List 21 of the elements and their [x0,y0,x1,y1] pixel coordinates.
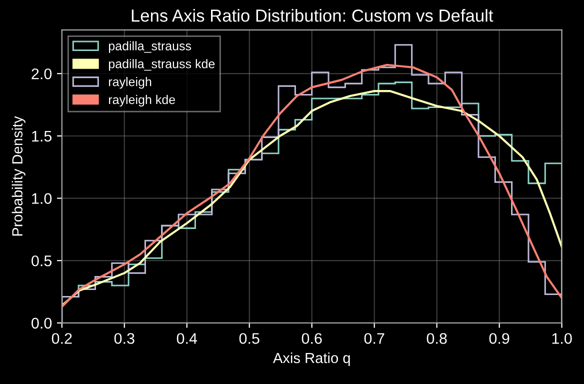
x-tick-label: 0.2 [52,333,72,344]
x-tick-label: 0.6 [302,333,322,344]
chart-title: Lens Axis Ratio Distribution: Custom vs Default [132,9,494,22]
y-tick-label: 0.0 [32,318,52,329]
y-tick-label: 1.0 [32,193,52,204]
y-tick-label: 1.5 [32,130,52,142]
x-tick-label: 0.5 [239,333,260,344]
x-tick-label: 0.4 [176,333,198,344]
legend-label: rayleigh kde [108,94,175,107]
x-tick-label: 0.3 [114,333,134,344]
y-tick-label: 0.5 [32,255,52,266]
y-tick-label: 2.0 [32,68,52,80]
x-tick-label: 0.8 [426,333,447,344]
x-tick-label: 0.9 [489,333,510,344]
legend-label: padilla_strauss [108,41,192,53]
legend-label: rayleigh [108,77,152,89]
x-tick-label: 1.0 [552,333,572,344]
x-tick-label: 0.7 [364,333,384,344]
y-axis-title: Probability Density [12,116,26,236]
x-axis-title: Axis Ratio q [272,352,350,366]
legend-label: padilla_strauss kde [108,59,215,71]
